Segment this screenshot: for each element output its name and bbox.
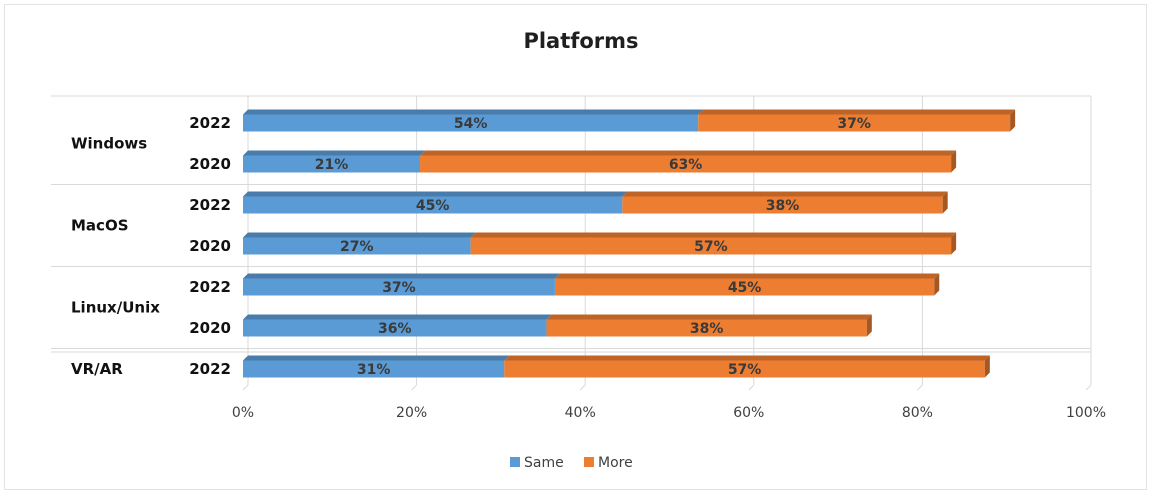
x-tick-label: 20% [396, 405, 427, 421]
category-label: VR/AR [71, 360, 123, 378]
bar-chart: Platforms Windows 2022 54% 37% 2020 21% 63% Mac… [51, 29, 1106, 471]
x-tick-label: 80% [902, 405, 933, 421]
bar-segment-more [420, 155, 952, 173]
data-label: 37% [837, 116, 871, 132]
legend: Same More [510, 455, 633, 471]
x-tick-label: 60% [733, 405, 764, 421]
bar-segment-same [243, 360, 505, 378]
bar-segment-same [243, 114, 699, 132]
legend-label-same: Same [524, 455, 564, 471]
bar-segment-more-top [554, 273, 940, 279]
data-label: 57% [728, 362, 762, 378]
bar-segment-more [554, 278, 935, 296]
data-label: 45% [416, 198, 450, 214]
x-tick-label: 0% [232, 405, 254, 421]
legend-label-more: More [598, 455, 633, 471]
data-label: 31% [357, 362, 391, 378]
bar-segment-more [546, 319, 867, 337]
bar-segment-more-top [504, 355, 990, 361]
bar-segment-more-side [951, 150, 957, 173]
bar-segment-same-top [243, 109, 704, 115]
bar-segment-same-top [243, 273, 560, 279]
category-label: MacOS [71, 217, 129, 235]
gridline-floor [411, 384, 417, 391]
data-label: 38% [766, 198, 800, 214]
year-label: 2022 [189, 114, 231, 132]
gridline-floor [242, 384, 249, 391]
bar-segment-more-top [546, 314, 872, 320]
category-label: Linux/Unix [71, 299, 160, 317]
bar-segment-same-top [243, 355, 510, 361]
data-label: 45% [728, 280, 762, 296]
chart-frame: Platforms Windows 2022 54% 37% 2020 21% 63% Mac… [4, 4, 1147, 490]
bar-segment-same-top [243, 191, 628, 197]
data-label: 36% [378, 321, 412, 337]
gridline-floor [1085, 384, 1092, 391]
data-label: 63% [669, 157, 703, 173]
year-label: 2022 [189, 196, 231, 214]
grid-layer [51, 95, 1092, 391]
legend-swatch-more [584, 457, 594, 467]
bar-segment-same-top [243, 232, 476, 238]
bar-segment-more-top [420, 150, 957, 156]
bars-layer [243, 109, 1016, 378]
bar-segment-same [243, 319, 547, 337]
year-label: 2020 [189, 237, 231, 255]
legend-swatch-same [510, 457, 520, 467]
bar-segment-same [243, 278, 555, 296]
chart-title: Platforms [523, 29, 638, 53]
bar-segment-more-top [622, 191, 948, 197]
bar-segment-more [504, 360, 985, 378]
bar-segment-more-side [1010, 109, 1016, 132]
year-label: 2022 [189, 278, 231, 296]
bar-segment-more-side [934, 273, 940, 296]
category-label: Windows [71, 135, 147, 153]
data-label: 27% [340, 239, 374, 255]
labels-layer: Windows 2022 54% 37% 2020 21% 63% MacOS 2022 45% 3… [71, 114, 1106, 421]
year-label: 2020 [189, 319, 231, 337]
gridline-floor [579, 384, 586, 391]
x-tick-label: 40% [565, 405, 596, 421]
gridline-floor [917, 384, 923, 391]
bar-segment-more-side [951, 232, 957, 255]
bar-segment-more-top [698, 109, 1016, 115]
year-label: 2022 [189, 360, 231, 378]
data-label: 37% [382, 280, 416, 296]
bar-segment-same [243, 237, 471, 255]
year-label: 2020 [189, 155, 231, 173]
data-label: 21% [315, 157, 349, 173]
x-tick-label: 100% [1066, 405, 1106, 421]
bar-segment-same [243, 155, 421, 173]
gridline-floor [748, 384, 755, 391]
bar-segment-more [470, 237, 952, 255]
data-label: 57% [694, 239, 728, 255]
bar-segment-more [698, 114, 1011, 132]
bar-segment-more-side [866, 314, 872, 337]
bar-segment-more-side [984, 355, 990, 378]
bar-segment-same-top [243, 150, 426, 156]
data-label: 54% [454, 116, 488, 132]
data-label: 38% [690, 321, 724, 337]
bar-segment-same-top [243, 314, 552, 320]
bar-segment-more-top [470, 232, 957, 238]
bar-segment-more [622, 196, 943, 214]
bar-segment-more-side [942, 191, 948, 214]
bar-segment-same [243, 196, 623, 214]
